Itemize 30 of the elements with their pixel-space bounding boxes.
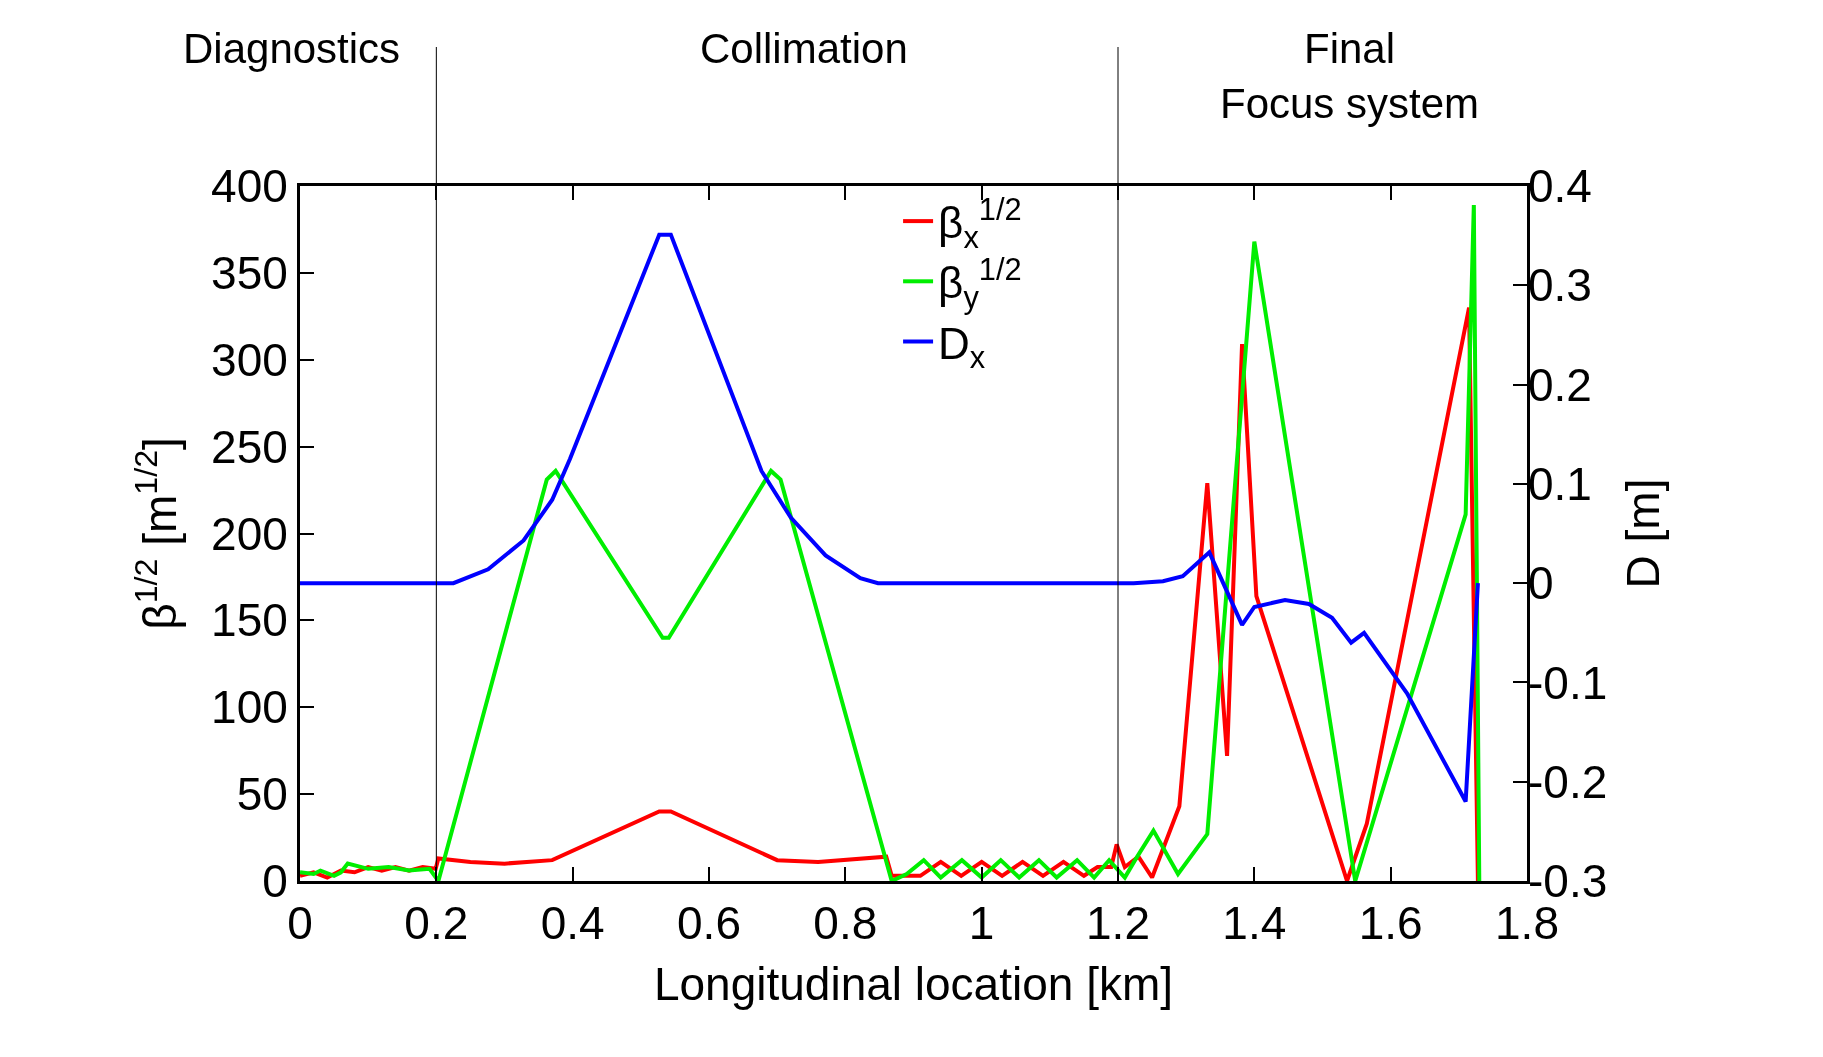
text: Diagnostics: [183, 25, 401, 72]
x-tick-label: 0.4: [540, 897, 605, 950]
y2-tick-label: 0.2: [1528, 358, 1592, 411]
y-tick-label: 300: [211, 333, 288, 386]
legend-label: D$_{x}$: [938, 318, 986, 375]
x-tick-label: 0.8: [813, 897, 878, 950]
x-axis-title: Longitudinal location [km]: [653, 957, 1174, 1010]
text: Collimation: [700, 25, 908, 72]
y2-axis-title: D [m]: [1616, 478, 1669, 589]
text: Final Focus system: [1220, 25, 1480, 127]
x-tick-label: 1.2: [1086, 897, 1150, 950]
y2-tick-label: 0.3: [1528, 259, 1592, 312]
y-tick-label: 350: [211, 246, 288, 299]
x-tick-label: 0.2: [404, 897, 469, 950]
y-tick-label: 400: [211, 160, 288, 213]
y2-tick-label: 0.1: [1528, 457, 1592, 510]
y-tick-label: 50: [236, 768, 288, 821]
y-tick-label: 100: [211, 681, 288, 734]
x-tick-label: 0.6: [677, 897, 741, 950]
y2-tick-label: -0.2: [1528, 755, 1608, 808]
x-tick-label: 1.4: [1222, 897, 1287, 950]
y-tick-label: 0: [262, 855, 288, 908]
y-tick-label: 250: [211, 420, 288, 473]
y2-tick-label: 0.4: [1528, 160, 1592, 213]
y-tick-label: 200: [211, 507, 288, 560]
x-tick-label: 1: [968, 897, 995, 950]
y-tick-label: 150: [211, 594, 288, 647]
y2-tick-label: -0.1: [1528, 656, 1608, 709]
x-tick-label: 1.6: [1358, 897, 1423, 950]
y2-tick-label: 0: [1528, 557, 1554, 610]
